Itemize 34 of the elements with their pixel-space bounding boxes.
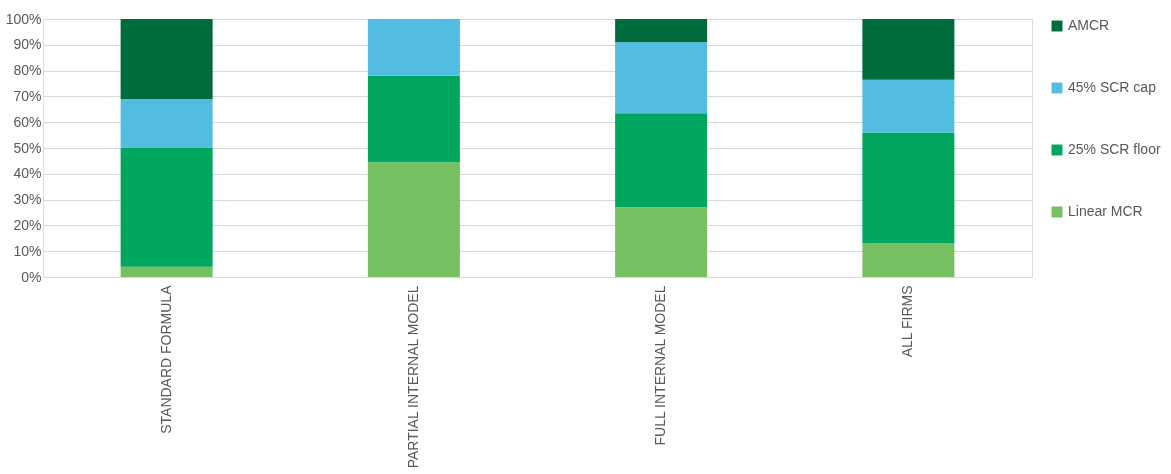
bar bbox=[120, 266, 213, 277]
y-tick-label: 90% bbox=[13, 36, 42, 53]
bar bbox=[120, 148, 213, 267]
x-tick-label: PARTIAL INTERNAL MODEL bbox=[404, 285, 421, 469]
y-tick-label: 10% bbox=[13, 242, 42, 259]
legend-label: 25% SCR floor bbox=[1068, 141, 1161, 157]
y-tick-label: 80% bbox=[13, 62, 42, 79]
y-tick-label: 60% bbox=[13, 113, 42, 130]
bar bbox=[615, 19, 708, 43]
bar bbox=[120, 19, 213, 99]
y-tick-label: 100% bbox=[5, 10, 42, 27]
bar bbox=[862, 132, 955, 244]
bar bbox=[615, 207, 708, 277]
legend-label: AMCR bbox=[1068, 17, 1110, 33]
bar bbox=[367, 19, 460, 76]
bar bbox=[120, 98, 213, 148]
x-tick-label: FULL INTERNAL MODEL bbox=[652, 285, 669, 446]
bar bbox=[862, 243, 955, 277]
bar bbox=[615, 42, 708, 114]
x-tick-label: STANDARD FORMULA bbox=[157, 284, 174, 434]
legend-label: 45% SCR cap bbox=[1068, 79, 1157, 95]
bar bbox=[862, 19, 955, 80]
legend-label: Linear MCR bbox=[1068, 203, 1143, 219]
y-tick-label: 50% bbox=[13, 139, 42, 156]
x-tick-label: ALL FIRMS bbox=[899, 285, 916, 358]
y-tick-label: 0% bbox=[21, 268, 42, 285]
y-tick-label: 40% bbox=[13, 165, 42, 182]
y-tick-label: 20% bbox=[13, 216, 42, 233]
bar bbox=[862, 79, 955, 133]
y-tick-label: 70% bbox=[13, 87, 42, 104]
y-tick-label: 30% bbox=[13, 191, 42, 208]
bar bbox=[615, 113, 708, 208]
bar bbox=[367, 75, 460, 163]
bar bbox=[367, 162, 460, 277]
